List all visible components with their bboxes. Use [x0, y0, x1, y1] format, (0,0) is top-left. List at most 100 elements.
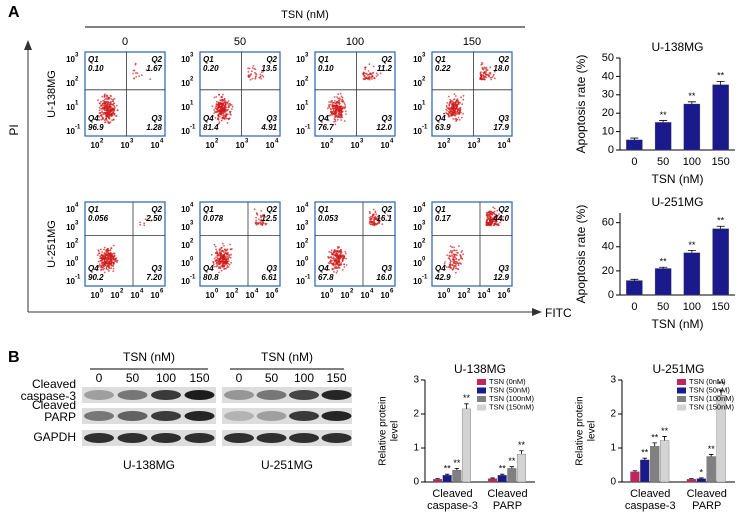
flow-tick-base: 10 [438, 291, 447, 300]
flow-dot [105, 97, 107, 100]
x-tick-label: PARP [493, 500, 522, 512]
flow-dot [485, 214, 488, 217]
blot-row-label: Cleaved [32, 398, 76, 412]
flow-dot [112, 258, 115, 261]
flow-dot [218, 121, 221, 123]
flow-tick-base: 10 [296, 259, 305, 268]
significance: ** [651, 432, 659, 442]
flow-dot [224, 110, 227, 112]
flow-dot [489, 221, 492, 224]
flow-tick-exponent: 3 [190, 53, 194, 59]
flow-tick-base: 10 [181, 259, 190, 268]
flow-tick-base: 10 [66, 79, 75, 88]
blot-band [321, 433, 352, 443]
flow-tick-exponent: -1 [305, 125, 311, 131]
flow-dot [458, 119, 461, 121]
flow-dot [486, 219, 488, 222]
flow-dot [150, 219, 153, 222]
flow-dot [218, 271, 220, 274]
flow-dot [103, 246, 106, 249]
flow-tick-exponent: 3 [422, 53, 426, 59]
flow-dot [222, 265, 225, 267]
legend-swatch [677, 404, 686, 411]
flow-tick-exponent: 0 [215, 289, 219, 295]
flow-dot [136, 72, 139, 75]
flow-dot [451, 103, 454, 106]
flow-tick-exponent: 2 [190, 239, 194, 245]
quadrant-name: Q1 [435, 55, 446, 64]
flow-dot [216, 264, 218, 267]
flow-dot [455, 107, 457, 110]
flow-dot [455, 271, 457, 274]
flow-dot [338, 111, 341, 114]
flow-dot [448, 104, 450, 106]
flow-dot [218, 109, 221, 111]
flow-tick-exponent: 3 [360, 139, 364, 145]
flow-dot [343, 257, 346, 260]
flow-dot [113, 110, 116, 112]
flow-tick-base: 10 [181, 205, 190, 214]
flow-dot [454, 260, 456, 263]
quadrant-name: Q1 [88, 205, 99, 214]
flow-tick-exponent: 2 [305, 77, 309, 83]
flow-tick-exponent: 4 [160, 139, 164, 145]
flow-dot [453, 93, 456, 95]
flow-dot [220, 107, 223, 110]
flow-dot [215, 259, 218, 262]
flow-dot [215, 262, 218, 265]
flow-dot [215, 100, 218, 103]
flow-dot [483, 76, 486, 79]
significance: ** [444, 464, 452, 474]
bar [683, 103, 701, 151]
quadrant-value: 6.61 [261, 273, 277, 282]
flow-dot [492, 75, 495, 77]
flow-dot [222, 109, 225, 112]
flow-dot [344, 105, 347, 108]
flow-tick-base: 10 [66, 277, 75, 286]
significance: ** [499, 464, 507, 474]
flow-dot [338, 99, 340, 102]
flow-tick-exponent: 6 [390, 289, 394, 295]
flow-dot [217, 257, 219, 260]
y-tick-label: 20 [602, 107, 614, 119]
flow-dot [104, 253, 107, 256]
flow-dot [460, 251, 463, 254]
flow-dot [371, 78, 373, 80]
flow-dot [491, 76, 494, 79]
flow-dot [371, 214, 374, 217]
flow-tick-base: 10 [438, 141, 447, 150]
flow-dot [345, 113, 347, 115]
flow-dot [496, 215, 498, 217]
quadrant-value: 76.7 [318, 123, 334, 132]
flow-dot [333, 118, 336, 120]
quadrant-name: Q4 [203, 264, 214, 273]
flow-dot [340, 100, 343, 103]
error-bar [500, 473, 505, 476]
flow-dot [112, 267, 115, 270]
significance: ** [688, 240, 696, 250]
flow-dot [486, 218, 489, 220]
flow-dot [215, 250, 218, 253]
flow-dot [456, 110, 459, 113]
flow-tick-base: 10 [181, 55, 190, 64]
flow-tick-base: 10 [181, 241, 190, 250]
flow-dot [112, 244, 115, 247]
flow-dot [103, 101, 106, 103]
quadrant-value: 42.9 [434, 273, 451, 282]
flow-tick-exponent: 4 [190, 203, 194, 209]
flow-dot [255, 223, 258, 226]
flow-dot [115, 115, 117, 117]
legend-label: TSN (0nM) [489, 377, 526, 386]
flow-dot [454, 263, 457, 265]
flow-dot [455, 100, 458, 102]
flow-dot [107, 248, 109, 250]
flow-dot [218, 254, 221, 257]
error-bar [687, 249, 696, 253]
flow-dot [108, 261, 111, 263]
flow-dot [364, 68, 367, 71]
significance: ** [717, 216, 725, 226]
flow-dot [343, 120, 346, 122]
flow-tick-base: 10 [131, 291, 140, 300]
flow-tick-exponent: -1 [305, 275, 311, 281]
